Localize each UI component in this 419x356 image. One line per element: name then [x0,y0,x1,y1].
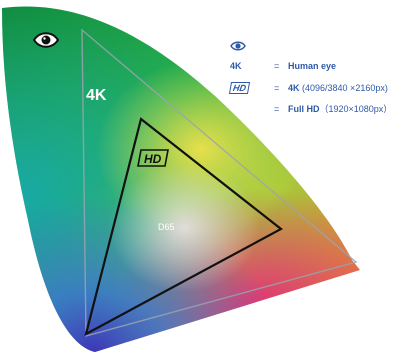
label-white-point: D65 [158,222,175,232]
legend-name-text: 4K [288,83,300,93]
legend-equals: = [274,83,280,93]
label-4k: 4K [86,87,107,104]
gamut-hd-triangle [84,117,283,337]
gamut-4k-outline [81,28,358,337]
legend-name-text: Full HD [288,104,320,114]
hd-badge: HD [137,149,169,167]
legend-detail: (4096/3840 ×2160px) [299,83,388,93]
legend-detail: （1920×1080px） [319,104,393,114]
legend-equals: = [274,61,280,71]
legend-name: 4K (4096/3840 ×2160px) [288,82,388,94]
label-hd: HD [144,152,162,166]
legend-eye-icon [230,40,246,52]
eye-icon [32,32,60,48]
hd-badge-legend: HD [228,82,251,94]
legend-equals: = [274,104,280,114]
legend-name: Human eye [288,61,337,71]
legend-name: Full HD（1920×1080px） [288,103,392,115]
eye-icon [230,41,246,51]
legend-key-4k: 4K [230,61,242,71]
legend-key-hd: HD [228,82,251,94]
